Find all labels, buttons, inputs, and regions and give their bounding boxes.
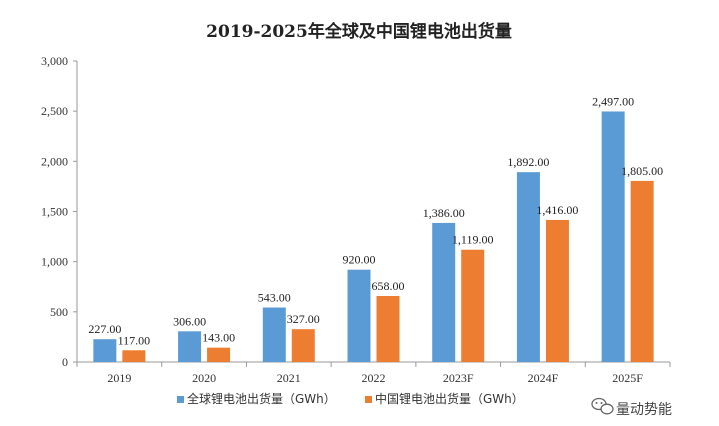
x-tick-label: 2023F <box>443 371 474 385</box>
wechat-icon <box>591 397 614 415</box>
bars <box>93 111 654 362</box>
data-label: 543.00 <box>258 291 291 305</box>
bar-global <box>516 172 540 362</box>
y-tick-label: 1,000 <box>41 255 68 269</box>
data-label: 117.00 <box>118 333 151 347</box>
data-label: 143.00 <box>202 331 235 345</box>
y-axis: 0 500 1,000 1,500 2,000 2,500 3,000 <box>41 54 78 369</box>
y-tick-label: 500 <box>50 305 68 319</box>
data-labels: 227.00 306.00 543.00 920.00 1,386.00 1,892.00… <box>88 94 663 347</box>
x-tick-label: 2024F <box>528 371 559 385</box>
bar-global <box>347 269 371 362</box>
bar-china <box>630 180 654 362</box>
x-tick-label: 2021 <box>277 371 301 385</box>
bar-global <box>262 307 286 362</box>
legend-label: 中国锂电池出货量（GWh） <box>375 391 524 406</box>
x-tick-label: 2020 <box>192 371 216 385</box>
data-label: 2,497.00 <box>592 94 634 108</box>
bar-china <box>376 295 400 362</box>
y-tick-label: 2,500 <box>41 104 68 118</box>
bar-global <box>178 331 202 362</box>
y-tick-label: 2,000 <box>41 154 68 168</box>
bar-china <box>207 347 231 362</box>
bar-china <box>461 249 485 362</box>
data-label: 227.00 <box>88 322 121 336</box>
data-label: 1,805.00 <box>621 164 663 178</box>
bar-global <box>93 339 117 362</box>
data-label: 1,416.00 <box>536 203 578 217</box>
data-label: 920.00 <box>343 253 376 267</box>
legend-swatch <box>365 396 372 403</box>
x-tick-label: 2025F <box>612 371 643 385</box>
bar-global <box>601 111 625 362</box>
legend-label: 全球锂电池出货量（GWh） <box>187 391 336 406</box>
y-tick-label: 1,500 <box>41 205 68 219</box>
legend-swatch <box>177 396 184 403</box>
watermark-text: 量动势能 <box>616 402 672 418</box>
data-label: 306.00 <box>173 314 206 328</box>
watermark: 量动势能 <box>591 397 672 418</box>
data-label: 327.00 <box>287 312 320 326</box>
chart-title: 2019-2025年全球及中国锂电池出货量 <box>206 21 512 42</box>
bar-china <box>291 329 315 362</box>
data-label: 1,119.00 <box>452 233 494 247</box>
bar-china <box>122 350 146 362</box>
bar-global <box>432 222 456 362</box>
bar-china <box>545 219 569 362</box>
data-label: 1,892.00 <box>507 155 549 169</box>
x-tick-label: 2022 <box>362 371 386 385</box>
y-tick-label: 0 <box>62 355 68 369</box>
x-tick-label: 2019 <box>107 371 131 385</box>
x-axis: 2019 2020 2021 2022 2023F 2024F 2025F <box>76 361 671 385</box>
y-tick-label: 3,000 <box>41 54 68 68</box>
data-label: 1,386.00 <box>423 206 465 220</box>
legend: 全球锂电池出货量（GWh） 中国锂电池出货量（GWh） <box>177 391 524 406</box>
data-label: 658.00 <box>372 279 405 293</box>
